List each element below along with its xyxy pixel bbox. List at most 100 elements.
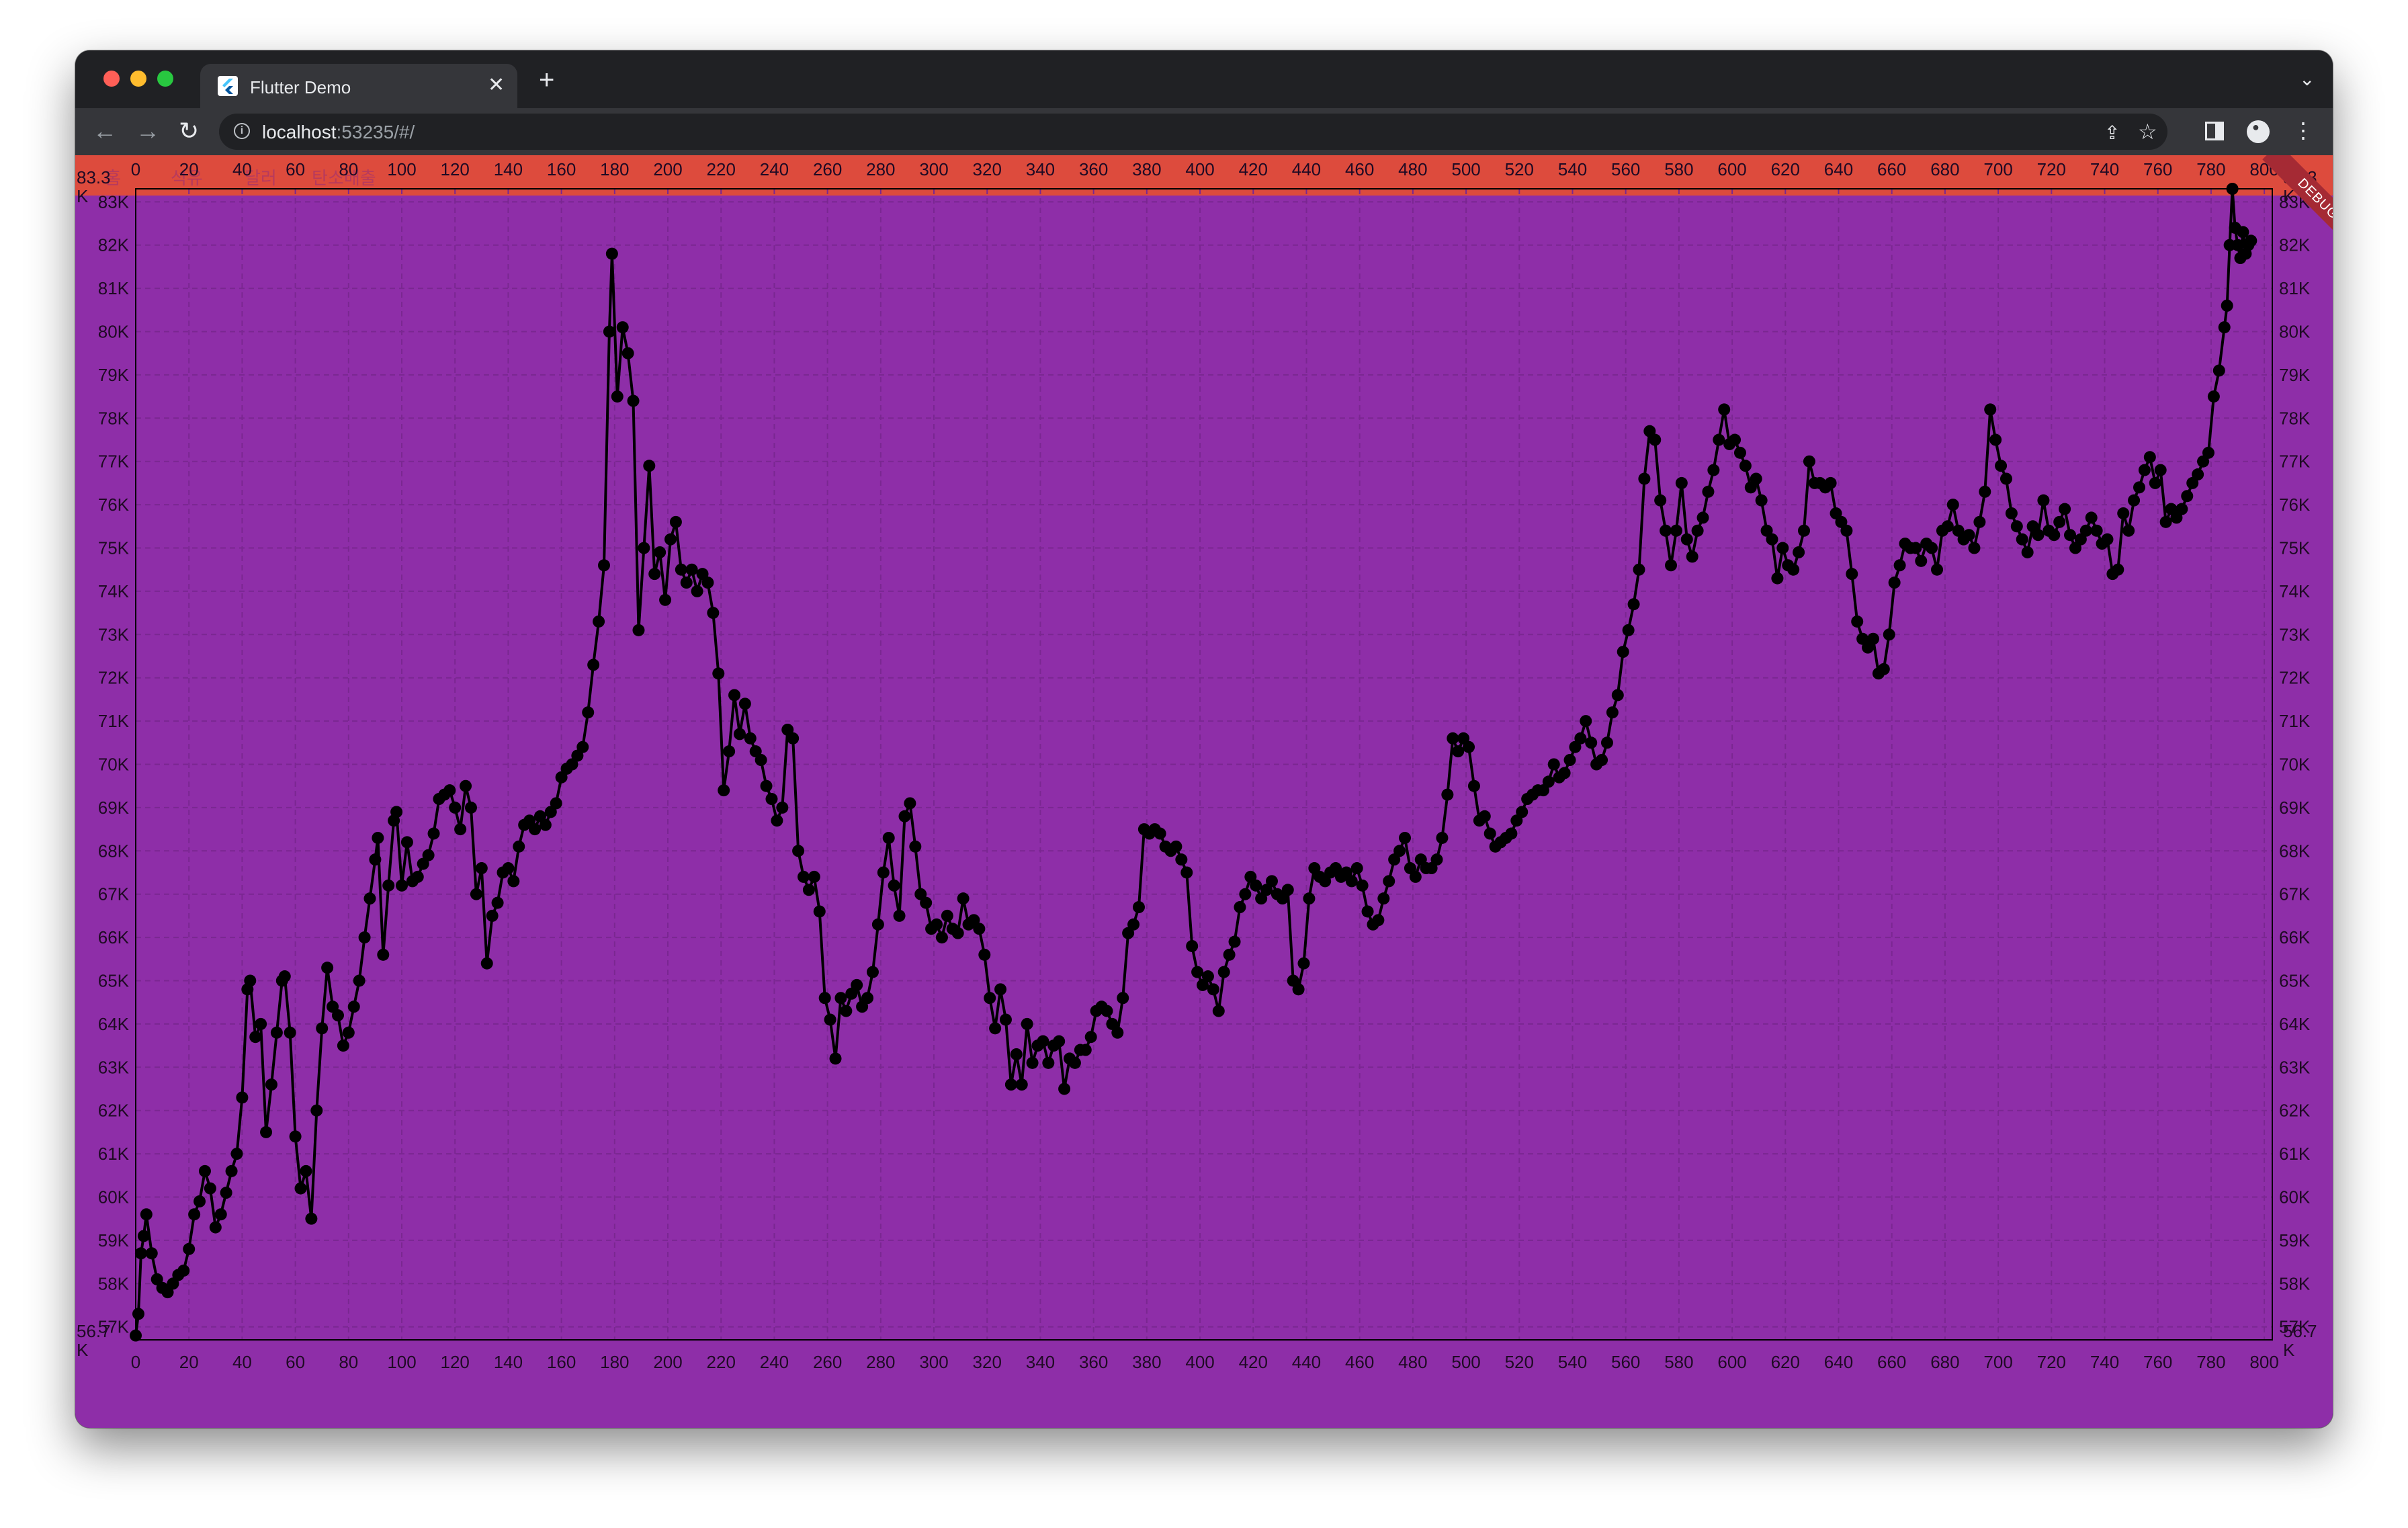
data-point: [1350, 862, 1363, 875]
browser-toolbar: ← → ↻ i localhost:53235/#/ ⇪ ☆ ⋮: [75, 108, 2333, 155]
data-point: [1084, 1031, 1097, 1044]
data-point: [2021, 546, 2034, 558]
data-point: [1255, 892, 1268, 905]
browser-menu-icon[interactable]: ⋮: [2292, 118, 2314, 142]
data-point: [792, 845, 805, 857]
menu-carbon[interactable]: 탄소배출: [312, 168, 376, 188]
y-tick-label: 76K: [98, 495, 130, 515]
data-point: [909, 840, 922, 853]
x-tick-label: 60: [286, 159, 305, 179]
menu-oil[interactable]: 석유: [171, 168, 203, 188]
menu-dollar[interactable]: 달러: [245, 168, 277, 188]
x-tick-label: 660: [1877, 159, 1906, 179]
y-tick-label: 65K: [98, 970, 130, 990]
data-point: [1372, 914, 1385, 927]
data-point: [400, 836, 413, 849]
data-point: [1101, 1005, 1113, 1017]
data-point: [1398, 831, 1411, 844]
data-point: [2000, 472, 2012, 485]
data-point: [935, 931, 948, 944]
y-tick-label: 75K: [2279, 538, 2311, 558]
data-point: [1537, 784, 1549, 797]
data-point: [137, 1230, 150, 1242]
data-point: [209, 1221, 222, 1234]
x-tick-label: 520: [1505, 159, 1534, 179]
data-point: [597, 559, 610, 572]
data-point: [1793, 546, 1805, 558]
data-point: [244, 974, 257, 987]
menu-home[interactable]: 홈: [105, 168, 121, 188]
data-point: [260, 1126, 273, 1138]
data-point: [480, 957, 493, 970]
x-tick-label: 700: [1983, 1352, 2012, 1372]
data-point: [2202, 446, 2214, 459]
data-point: [2032, 529, 2045, 542]
data-point: [1909, 542, 1922, 554]
close-tab-icon[interactable]: ✕: [488, 74, 505, 96]
url-text[interactable]: localhost:53235/#/: [262, 122, 415, 143]
site-info-icon[interactable]: i: [234, 123, 250, 139]
data-point: [502, 862, 515, 875]
back-icon[interactable]: ←: [93, 117, 117, 144]
bookmark-star-icon[interactable]: ☆: [2138, 120, 2157, 144]
data-point: [475, 862, 488, 875]
data-point: [1963, 529, 1975, 542]
profile-icon[interactable]: [2247, 120, 2270, 143]
y-tick-label: 64K: [2279, 1014, 2311, 1034]
data-point: [813, 905, 826, 918]
data-point: [898, 810, 911, 822]
data-point: [305, 1212, 318, 1225]
data-point: [1665, 559, 1678, 572]
y-tick-label: 61K: [2279, 1144, 2311, 1164]
data-point: [2245, 235, 2258, 247]
data-point: [1580, 715, 1592, 728]
minimize-window-button[interactable]: [130, 71, 146, 87]
data-point: [701, 577, 714, 589]
reload-icon[interactable]: ↻: [179, 117, 200, 144]
x-tick-label: 440: [1292, 159, 1321, 179]
forward-icon[interactable]: →: [136, 117, 160, 144]
data-point: [529, 823, 542, 836]
tab-strip: Flutter Demo ✕ + ⌄: [75, 50, 2333, 108]
data-point: [1771, 572, 1784, 585]
data-point: [611, 390, 624, 403]
x-tick-label: 120: [441, 159, 470, 179]
data-point: [1654, 494, 1667, 507]
x-tick-label: 460: [1345, 159, 1374, 179]
x-tick-label: 600: [1717, 159, 1746, 179]
data-point: [1840, 524, 1853, 537]
data-point: [507, 875, 520, 888]
side-panel-icon[interactable]: [2205, 122, 2224, 140]
tab-search-icon[interactable]: ⌄: [2299, 69, 2315, 89]
data-point: [738, 697, 751, 710]
data-point: [2218, 321, 2231, 334]
new-tab-icon[interactable]: +: [539, 65, 555, 95]
data-point: [2159, 515, 2172, 528]
data-point: [1201, 970, 1214, 983]
data-point: [765, 793, 778, 806]
x-tick-label: 480: [1398, 1352, 1427, 1372]
data-point: [342, 1026, 355, 1039]
address-bar[interactable]: i localhost:53235/#/ ⇪ ☆: [219, 114, 2167, 150]
y-tick-label: 82K: [2279, 235, 2311, 255]
data-point: [957, 892, 970, 905]
data-point: [2207, 390, 2220, 403]
y-tick-label: 67K: [98, 884, 130, 904]
data-point: [571, 749, 584, 762]
browser-tab[interactable]: Flutter Demo ✕: [200, 64, 517, 108]
share-icon[interactable]: ⇪: [2104, 122, 2120, 143]
data-point: [145, 1247, 158, 1260]
data-point: [978, 948, 991, 961]
data-point: [132, 1308, 144, 1320]
maximize-window-button[interactable]: [157, 71, 173, 87]
data-point: [1941, 520, 1954, 533]
data-point: [1893, 559, 1906, 572]
data-point: [616, 321, 629, 334]
data-point: [1611, 689, 1624, 702]
close-window-button[interactable]: [103, 71, 120, 87]
data-point: [2154, 464, 2167, 476]
data-point: [369, 853, 382, 866]
data-point: [1984, 403, 1997, 416]
data-point: [1250, 879, 1262, 892]
data-point: [2037, 494, 2050, 507]
